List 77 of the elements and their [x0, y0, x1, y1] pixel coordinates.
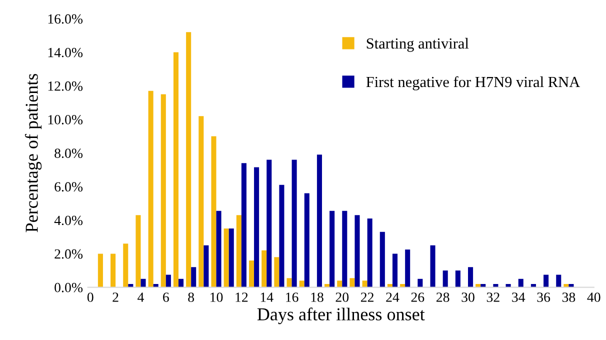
bar — [367, 218, 372, 288]
bar — [173, 52, 178, 288]
x-tick-label: 8 — [188, 292, 194, 302]
y-tick-label: 14.0% — [48, 48, 83, 58]
bar — [148, 90, 154, 288]
x-tick-label: 40 — [587, 292, 600, 302]
x-tick-label: 20 — [336, 292, 349, 302]
x-tick-label: 30 — [462, 292, 474, 302]
bar — [342, 210, 348, 288]
bar — [204, 245, 209, 288]
x-tick-label: 12 — [236, 292, 248, 302]
bar — [140, 278, 146, 288]
bar — [292, 160, 297, 288]
y-tick-label: 2.0% — [54, 249, 83, 259]
x-tick-label: 0 — [87, 292, 94, 302]
bar — [274, 257, 280, 288]
bar — [430, 245, 436, 288]
bar — [228, 228, 234, 288]
bar — [136, 215, 141, 288]
x-tick-label: 6 — [163, 292, 169, 302]
x-tick-label: 26 — [411, 292, 424, 302]
x-tick-label: 34 — [512, 292, 526, 302]
bar — [286, 278, 292, 288]
y-tick-label: 4.0% — [54, 216, 83, 226]
bar — [110, 254, 116, 288]
bar — [380, 232, 385, 288]
x-axis-title: Days after illness onset — [257, 308, 425, 324]
bar — [266, 160, 272, 288]
y-axis-title: Percentage of patients — [24, 74, 42, 232]
bar — [262, 250, 267, 288]
x-tick-label: 2 — [112, 292, 118, 302]
bar — [544, 274, 549, 288]
bar — [392, 254, 398, 288]
bar — [224, 228, 229, 288]
bar — [211, 136, 216, 288]
bar — [241, 163, 246, 288]
bar — [166, 274, 171, 288]
bar — [405, 250, 410, 288]
bar — [198, 116, 204, 288]
x-tick-label: 24 — [386, 292, 400, 302]
y-tick-label: 16.0% — [48, 14, 83, 24]
x-tick-label: 16 — [286, 292, 298, 302]
bar — [556, 274, 562, 288]
bar — [123, 244, 128, 288]
x-tick-label: 22 — [360, 292, 374, 302]
bar — [186, 32, 192, 288]
y-tick-label: 6.0% — [54, 182, 83, 192]
legend-label: First negative for H7N9 viral RNA — [366, 76, 580, 90]
bar — [248, 260, 254, 288]
x-tick-label: 18 — [311, 292, 324, 302]
y-tick-label: 0.0% — [54, 282, 83, 292]
x-tick-label: 10 — [210, 292, 223, 302]
bar — [216, 210, 222, 288]
bar — [236, 215, 242, 288]
bar — [455, 270, 460, 288]
bar — [279, 184, 284, 288]
x-tick-label: 28 — [436, 292, 450, 302]
bar — [98, 254, 103, 288]
y-tick-label: 12.0% — [48, 81, 83, 91]
bar — [442, 270, 448, 288]
bar — [254, 167, 260, 288]
x-tick-label: 36 — [537, 292, 550, 302]
bar — [191, 267, 196, 288]
x-tick-label: 4 — [138, 292, 144, 302]
y-tick-label: 10.0% — [48, 115, 83, 124]
legend-label: Starting antiviral — [366, 38, 469, 52]
bar — [304, 193, 310, 288]
x-tick-label: 38 — [562, 292, 576, 302]
x-tick-label: 14 — [260, 292, 274, 302]
bar — [350, 278, 355, 288]
y-tick-label: 8.0% — [54, 148, 83, 158]
bar — [330, 210, 335, 288]
bar — [468, 267, 474, 288]
x-tick-label: 32 — [486, 292, 500, 302]
bar — [354, 215, 360, 288]
bar — [316, 154, 322, 288]
bar — [160, 94, 166, 288]
